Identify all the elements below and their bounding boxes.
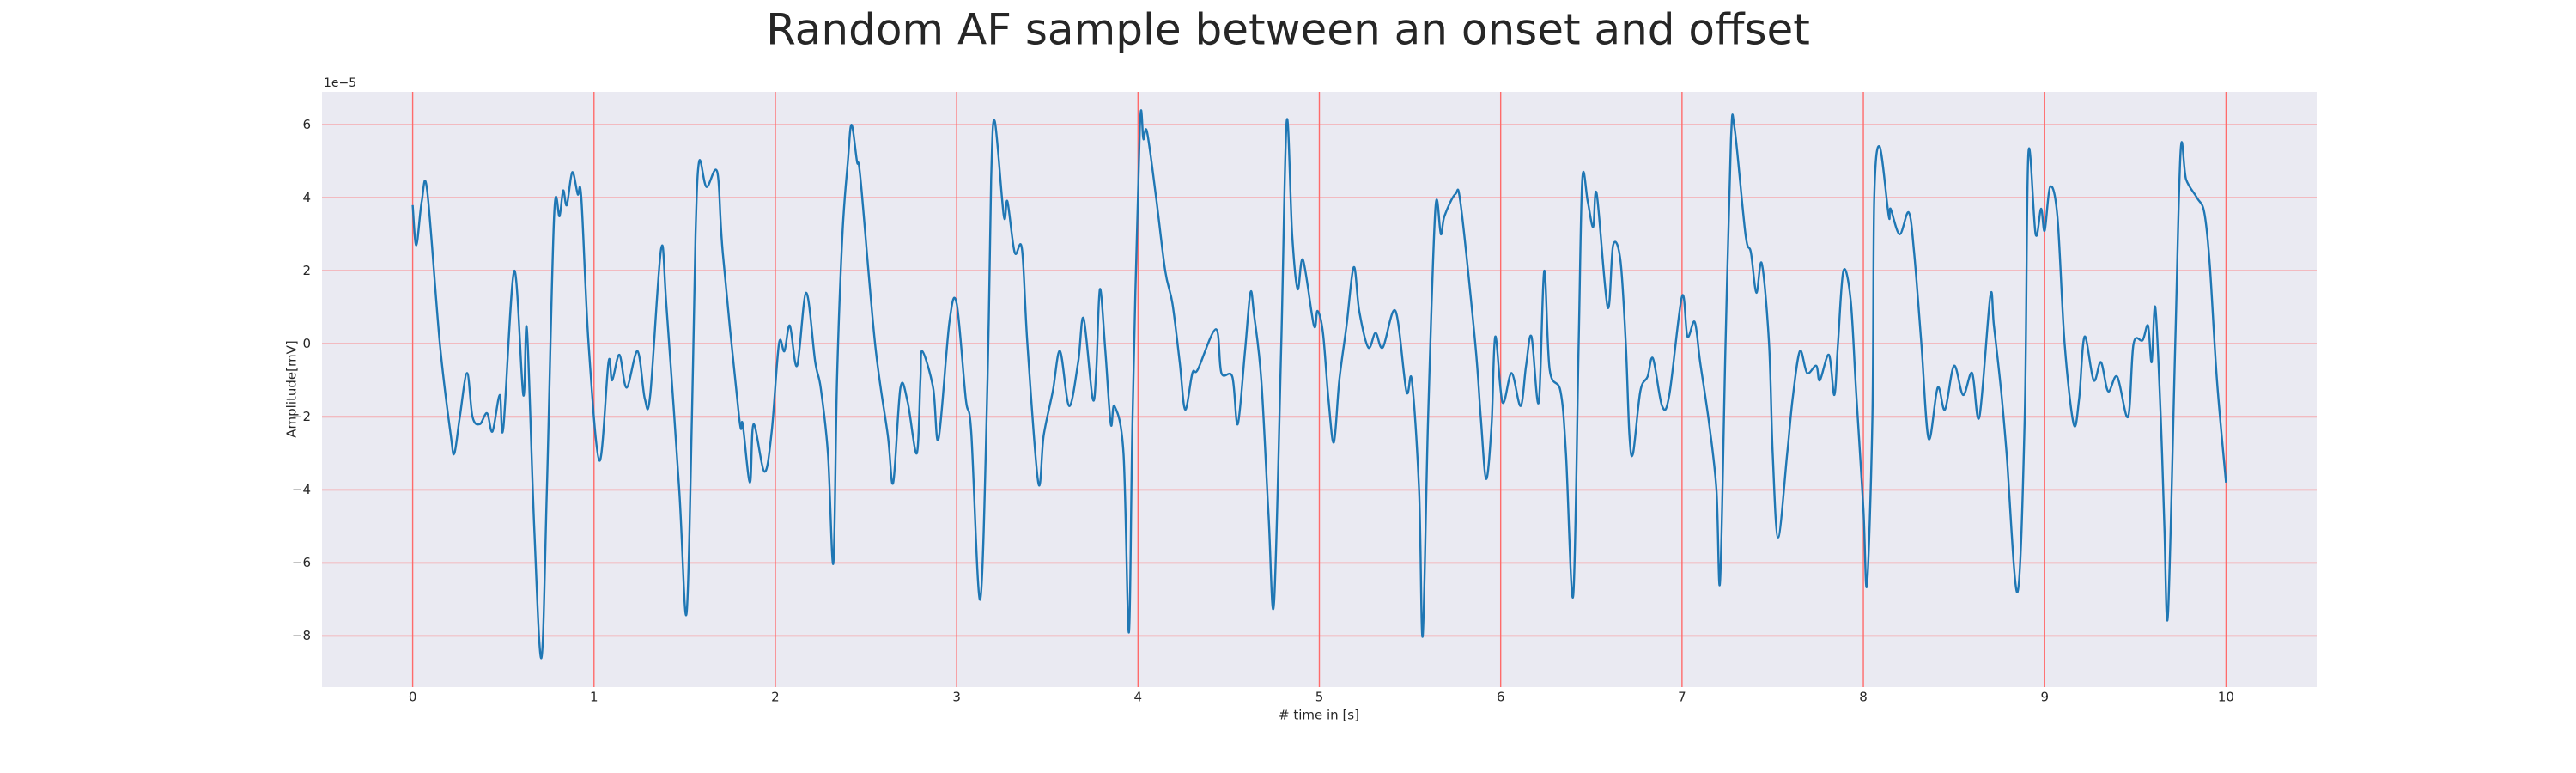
x-axis-label: # time in [s] xyxy=(1279,708,1359,723)
x-tick-label: 4 xyxy=(1134,690,1143,705)
plot-marks xyxy=(411,109,2227,660)
y-axis-label: Amplitude[mV] xyxy=(284,340,300,437)
chart-title: Random AF sample between an onset and of… xyxy=(766,5,1810,55)
x-tick-label: 10 xyxy=(2218,690,2234,705)
y-tick-label: −6 xyxy=(292,555,311,570)
x-tick-label: 5 xyxy=(1315,690,1324,705)
y-tick-label: −4 xyxy=(292,482,311,497)
labels: Random AF sample between an onset and of… xyxy=(284,5,2234,723)
y-offset-label: 1e−5 xyxy=(324,76,356,90)
x-tick-label: 8 xyxy=(1859,690,1868,705)
x-tick-label: 9 xyxy=(2040,690,2049,705)
x-tick-label: 0 xyxy=(409,690,417,705)
y-tick-label: 6 xyxy=(302,117,311,132)
y-tick-label: −2 xyxy=(292,409,311,424)
signal-line xyxy=(411,109,2227,660)
y-tick-label: 4 xyxy=(302,190,311,205)
y-tick-label: 0 xyxy=(302,336,311,351)
x-tick-label: 7 xyxy=(1678,690,1686,705)
x-tick-label: 6 xyxy=(1497,690,1505,705)
x-tick-label: 1 xyxy=(590,690,598,705)
y-tick-label: 2 xyxy=(302,263,311,278)
x-tick-label: 2 xyxy=(771,690,780,705)
y-tick-label: −8 xyxy=(292,628,311,643)
x-tick-label: 3 xyxy=(952,690,961,705)
